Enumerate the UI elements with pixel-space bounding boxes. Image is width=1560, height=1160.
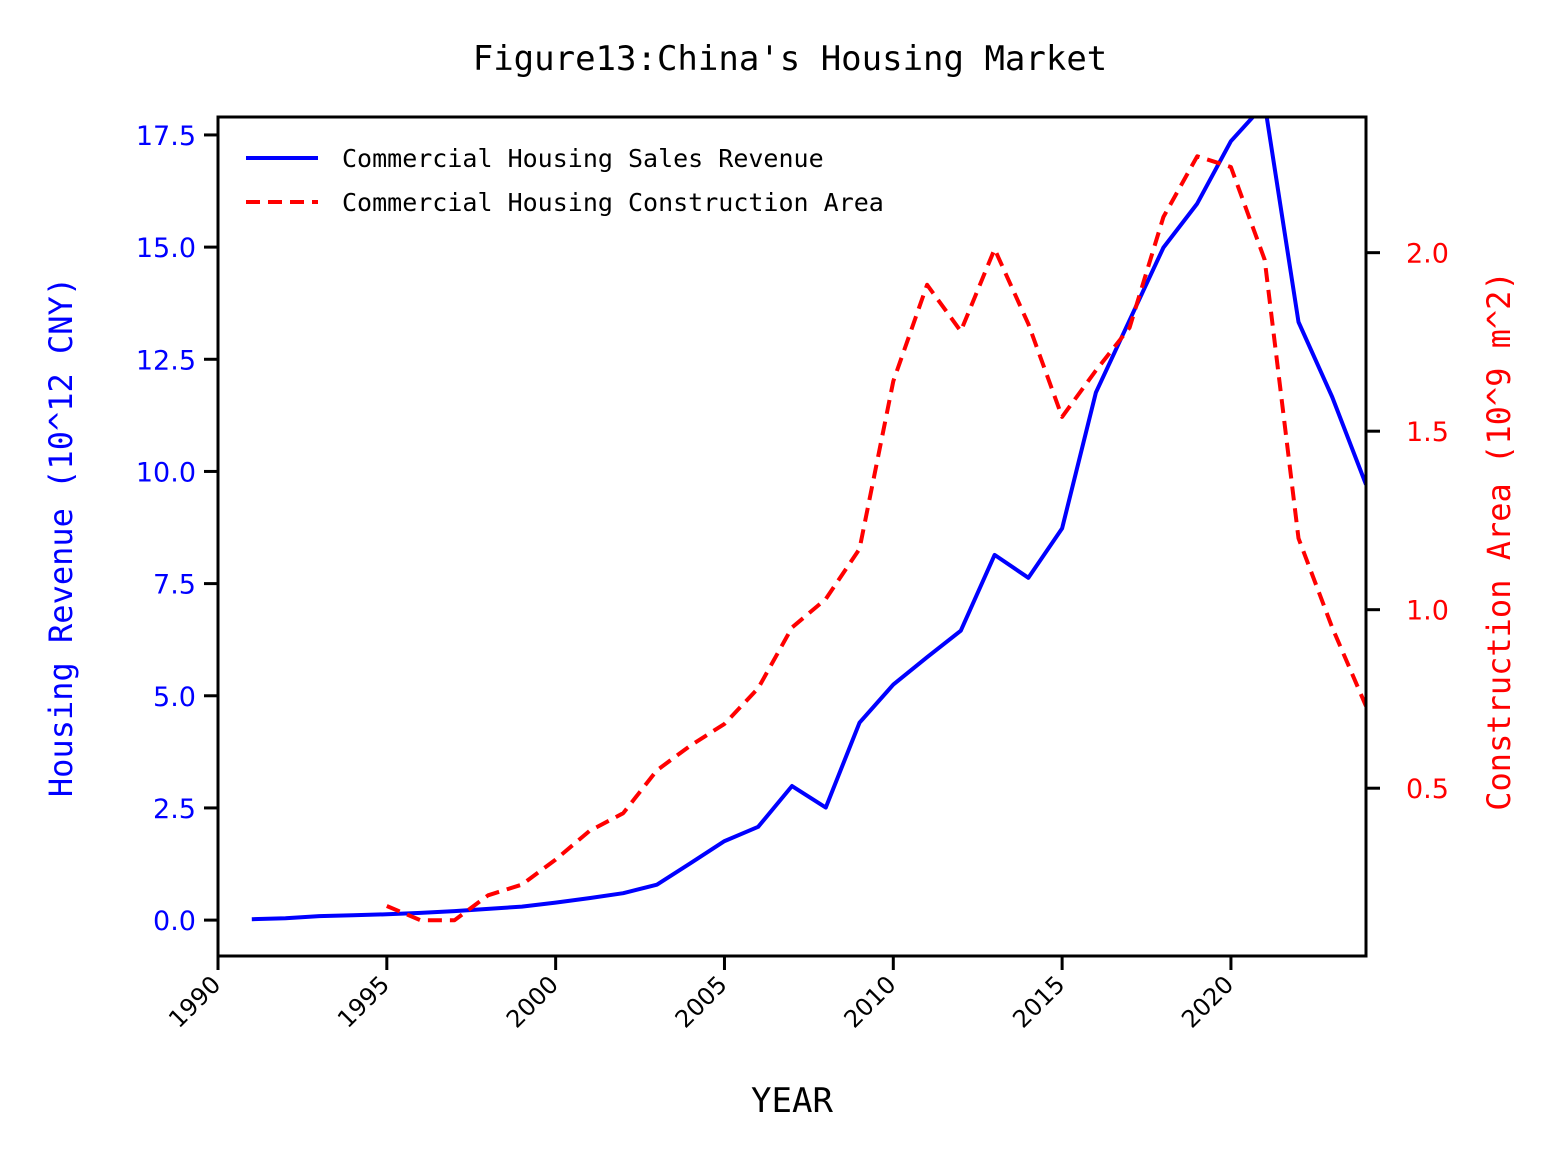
chart-title: Figure13:China's Housing Market [473, 39, 1108, 79]
y-right-axis: 0.5 1.0 1.5 2.0 [1366, 239, 1449, 805]
y-left-tick-label: 10.0 [136, 457, 196, 488]
y-right-tick-label: 2.0 [1406, 239, 1449, 270]
series-line-sales-revenue [251, 117, 1366, 922]
y-left-tick-label: 5.0 [153, 682, 196, 713]
y-right-tick-label: 0.5 [1406, 774, 1449, 805]
series-layer [251, 117, 1366, 923]
legend: Commercial Housing Sales Revenue Commerci… [246, 144, 884, 217]
y-right-axis-label: Construction Area (10^9 m^2) [1480, 271, 1518, 810]
y-right-tick-label: 1.5 [1406, 417, 1449, 448]
y-left-axis: 0.0 2.5 5.0 7.5 10.0 12.5 15.0 17.5 [136, 121, 218, 937]
y-left-tick-label: 15.0 [136, 233, 196, 264]
y-left-tick-label: 12.5 [136, 345, 196, 376]
legend-label: Commercial Housing Construction Area [342, 188, 884, 217]
legend-label: Commercial Housing Sales Revenue [342, 144, 824, 173]
x-axis-label: YEAR [751, 1081, 833, 1121]
y-left-tick-label: 7.5 [153, 570, 196, 601]
y-left-tick-label: 17.5 [136, 121, 196, 152]
plot-frame [216, 115, 1368, 958]
series-line-construction-area [386, 154, 1366, 923]
y-left-tick-label: 0.0 [153, 906, 196, 937]
y-left-axis-label: Housing Revenue (10^12 CNY) [42, 277, 80, 797]
y-left-tick-label: 2.5 [153, 794, 196, 825]
y-right-tick-label: 1.0 [1406, 596, 1449, 627]
